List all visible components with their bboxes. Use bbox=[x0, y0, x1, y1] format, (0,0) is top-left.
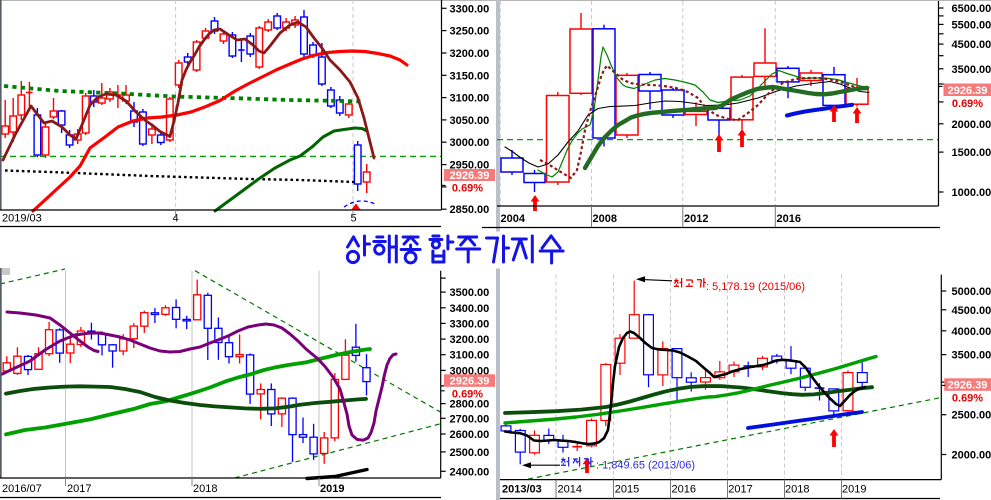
svg-text:3150.00: 3150.00 bbox=[450, 70, 490, 82]
svg-text:2500.00: 2500.00 bbox=[450, 447, 490, 459]
svg-text:0.69%: 0.69% bbox=[952, 98, 983, 110]
svg-text:2926.39: 2926.39 bbox=[450, 170, 490, 182]
svg-text:1000.00: 1000.00 bbox=[952, 187, 991, 199]
svg-text:2016: 2016 bbox=[672, 484, 696, 496]
svg-text:4000.00: 4000.00 bbox=[952, 326, 991, 338]
svg-text:2950.00: 2950.00 bbox=[450, 160, 490, 172]
svg-text:2926.39: 2926.39 bbox=[948, 85, 988, 97]
svg-text:: 5,178.19 (2015/06): : 5,178.19 (2015/06) bbox=[706, 281, 805, 293]
svg-text:5: 5 bbox=[351, 213, 357, 225]
svg-text:2926.39: 2926.39 bbox=[948, 379, 988, 391]
svg-text:2016/07: 2016/07 bbox=[2, 483, 42, 495]
svg-text:2000.00: 2000.00 bbox=[952, 450, 991, 462]
svg-text:2019: 2019 bbox=[842, 484, 866, 496]
svg-text:2015: 2015 bbox=[615, 484, 639, 496]
svg-text:0.69%: 0.69% bbox=[952, 392, 983, 404]
svg-text:2017: 2017 bbox=[728, 484, 752, 496]
svg-text:3500.00: 3500.00 bbox=[952, 350, 991, 362]
svg-text:0.69%: 0.69% bbox=[452, 183, 483, 195]
svg-text:2850.00: 2850.00 bbox=[450, 204, 490, 216]
svg-text:2019: 2019 bbox=[320, 483, 344, 495]
svg-text:3100.00: 3100.00 bbox=[450, 350, 490, 362]
svg-text:3100.00: 3100.00 bbox=[450, 93, 490, 105]
svg-text:2019/03: 2019/03 bbox=[2, 213, 42, 225]
svg-text:3000.00: 3000.00 bbox=[450, 137, 490, 149]
svg-text:3050.00: 3050.00 bbox=[450, 115, 490, 127]
svg-text:3200.00: 3200.00 bbox=[450, 48, 490, 60]
svg-text:2012: 2012 bbox=[684, 213, 708, 225]
svg-text:4500.00: 4500.00 bbox=[952, 305, 991, 317]
svg-text:3500.00: 3500.00 bbox=[952, 64, 991, 76]
svg-text:3400.00: 3400.00 bbox=[450, 303, 490, 315]
svg-text:2700.00: 2700.00 bbox=[450, 413, 490, 425]
svg-text:2800.00: 2800.00 bbox=[450, 399, 490, 411]
svg-text:3250.00: 3250.00 bbox=[450, 26, 490, 38]
svg-text:4500.00: 4500.00 bbox=[952, 39, 991, 51]
svg-text:: 1,849.65 (2013/06): : 1,849.65 (2013/06) bbox=[596, 460, 695, 472]
svg-text:2500.00: 2500.00 bbox=[952, 410, 991, 422]
svg-text:2926.39: 2926.39 bbox=[450, 375, 490, 387]
svg-text:3500.00: 3500.00 bbox=[450, 287, 490, 299]
svg-text:6500.00: 6500.00 bbox=[952, 3, 991, 15]
svg-text:2013/03: 2013/03 bbox=[502, 484, 542, 496]
svg-text:2018: 2018 bbox=[193, 483, 217, 495]
svg-text:1500.00: 1500.00 bbox=[952, 147, 991, 159]
svg-text:2600.00: 2600.00 bbox=[450, 429, 490, 441]
svg-text:2018: 2018 bbox=[785, 484, 809, 496]
svg-text:4: 4 bbox=[173, 213, 179, 225]
svg-text:5500.00: 5500.00 bbox=[952, 19, 991, 31]
svg-text:3300.00: 3300.00 bbox=[450, 318, 490, 330]
svg-text:2004: 2004 bbox=[501, 213, 526, 225]
svg-text:5000.00: 5000.00 bbox=[952, 286, 991, 298]
svg-text:2014: 2014 bbox=[558, 484, 582, 496]
svg-text:2400.00: 2400.00 bbox=[450, 466, 490, 478]
svg-text:2016: 2016 bbox=[777, 213, 801, 225]
svg-text:0.69%: 0.69% bbox=[452, 388, 483, 400]
svg-text:2008: 2008 bbox=[593, 213, 617, 225]
svg-text:3300.00: 3300.00 bbox=[450, 3, 490, 15]
svg-text:2000.00: 2000.00 bbox=[952, 119, 991, 131]
svg-text:2017: 2017 bbox=[67, 483, 91, 495]
svg-text:3200.00: 3200.00 bbox=[450, 334, 490, 346]
